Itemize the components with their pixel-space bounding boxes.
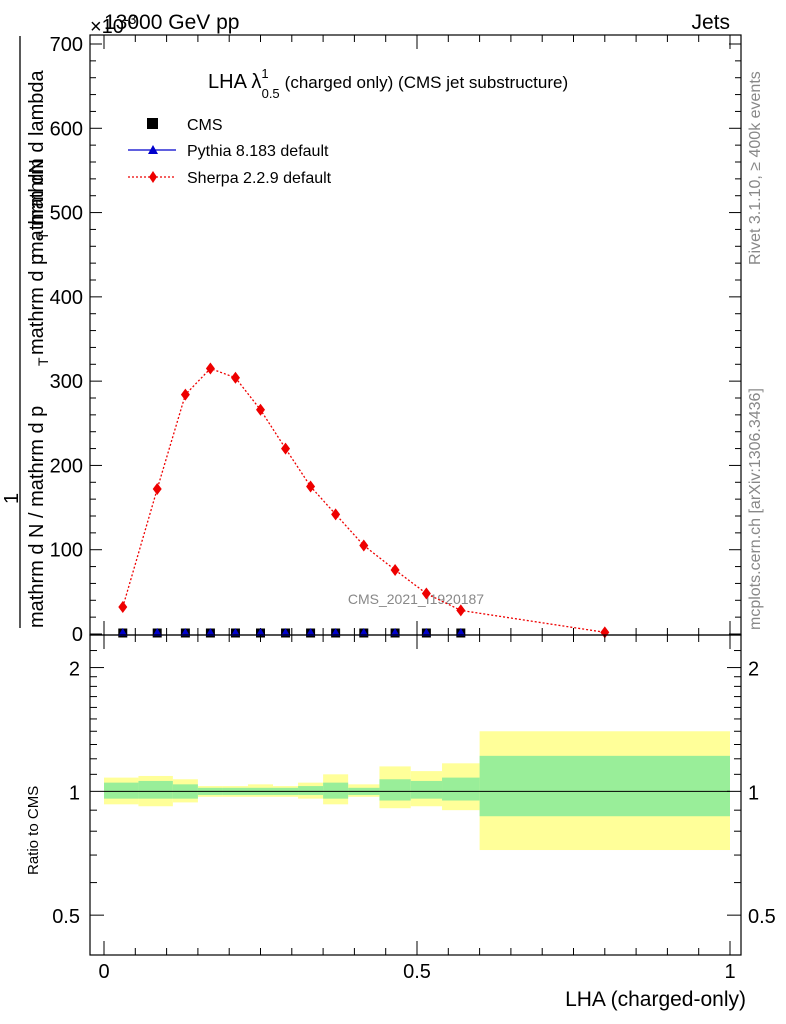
main-y-axis: 0 100 200 300 400 500 600 700 — [50, 34, 741, 646]
pythia-point — [152, 628, 162, 636]
main-ytick-label: 700 — [50, 34, 83, 56]
exponent-label: ×10-3 — [90, 11, 137, 38]
energy-label: 13000 GeV pp — [104, 11, 239, 34]
pythia-point — [456, 628, 466, 636]
ratio-ytick-label-right: 0.5 — [748, 906, 776, 928]
sherpa-point — [118, 601, 128, 614]
y-label-numerator: mathrm dN — [26, 159, 48, 258]
ratio-xtick-label: 0.5 — [403, 961, 431, 983]
sherpa-point — [256, 403, 265, 416]
sherpa-line — [122, 367, 605, 633]
ratio-bands — [104, 731, 730, 851]
ratio-band-inner — [138, 780, 173, 799]
pythia-point — [390, 628, 400, 636]
ratio-band-inner — [104, 782, 139, 799]
pythia-point — [306, 628, 316, 636]
y-label-denominator-3: mathrm d lambda — [26, 70, 48, 226]
sherpa-point — [281, 442, 291, 455]
sherpa-point — [306, 480, 316, 493]
plot-title: LHA λ1 0.5(charged only) (CMS jet substru… — [208, 66, 568, 101]
sherpa-point — [390, 563, 400, 576]
analysis-watermark: CMS_2021_I1920187 — [348, 591, 484, 607]
pythia-point — [421, 628, 431, 636]
sherpa-point — [331, 508, 341, 521]
main-ytick-label: 100 — [50, 540, 83, 562]
y-label-sub-t2: T — [35, 231, 51, 240]
x-axis-label: LHA (charged-only) — [565, 988, 746, 1011]
main-ytick-label: 600 — [50, 118, 83, 140]
ratio-ytick-label: 1 — [69, 782, 80, 804]
ratio-xtick-label: 1 — [724, 961, 735, 983]
ratio-xtick-label: 0 — [98, 961, 109, 983]
pythia-point — [180, 628, 190, 636]
main-ytick-label: 300 — [50, 371, 83, 393]
legend-sherpa-label: Sherpa 2.2.9 default — [187, 170, 332, 187]
sherpa-point — [230, 371, 240, 384]
sherpa-point — [205, 362, 215, 375]
y-label-denominator-2: mathrm d p — [26, 254, 48, 355]
sherpa-point — [152, 483, 162, 496]
y-label-sub-t1: T — [35, 357, 51, 366]
mcplots-label: mcplots.cern.ch [arXiv:1306.3436] — [747, 388, 764, 630]
pythia-point — [331, 628, 341, 636]
y-label-denominator: mathrm d N / mathrm d p — [26, 406, 48, 628]
legend-pythia-marker — [148, 145, 158, 154]
sherpa-point — [421, 587, 431, 600]
ratio-y-label: Ratio to CMS — [25, 786, 42, 875]
main-ytick-label: 400 — [50, 287, 83, 309]
cms-series — [118, 628, 466, 638]
rivet-label: Rivet 3.1.10, ≥ 400k events — [747, 71, 764, 265]
pythia-point — [118, 628, 128, 636]
pythia-point — [359, 628, 369, 636]
ratio-band-inner — [298, 786, 324, 795]
main-y-label: 1 mathrm dN mathrm d N / mathrm d p T ma… — [1, 36, 51, 628]
sherpa-point — [359, 539, 369, 552]
sherpa-point — [456, 604, 466, 617]
legend-cms-marker — [147, 118, 158, 129]
main-ytick-label: 200 — [50, 455, 83, 477]
pythia-point — [256, 628, 265, 636]
pythia-point — [205, 628, 215, 636]
ratio-band-inner — [323, 782, 349, 799]
y-label-prefix: 1 — [1, 493, 23, 504]
main-x-ticks — [103, 35, 731, 635]
sherpa-point — [180, 388, 190, 401]
ratio-plot-frame — [89, 634, 742, 956]
ratio-x-axis: 0 0.5 1 — [98, 635, 736, 983]
pythia-point — [281, 628, 291, 636]
ratio-band-inner — [379, 779, 411, 801]
ratio-y-axis: 0.5 0.5 1 1 2 2 — [52, 650, 776, 928]
main-ytick-label: 500 — [50, 203, 83, 225]
main-ytick-label: 0 — [72, 624, 83, 646]
ratio-band-inner — [442, 777, 480, 801]
ratio-ytick-label: 2 — [69, 659, 80, 681]
legend-sherpa-marker — [149, 171, 157, 183]
legend: CMS Pythia 8.183 default Sherpa 2.2.9 de… — [128, 117, 332, 187]
ratio-band-inner — [479, 755, 730, 817]
ratio-band-inner — [410, 780, 443, 799]
ratio-ytick-label: 0.5 — [52, 906, 80, 928]
legend-pythia-label: Pythia 8.183 default — [187, 143, 329, 160]
pythia-point — [230, 628, 240, 636]
process-label: Jets — [691, 11, 730, 34]
ratio-ytick-label-right: 1 — [748, 782, 759, 804]
ratio-ytick-label-right: 2 — [748, 659, 759, 681]
legend-cms-label: CMS — [187, 117, 223, 134]
